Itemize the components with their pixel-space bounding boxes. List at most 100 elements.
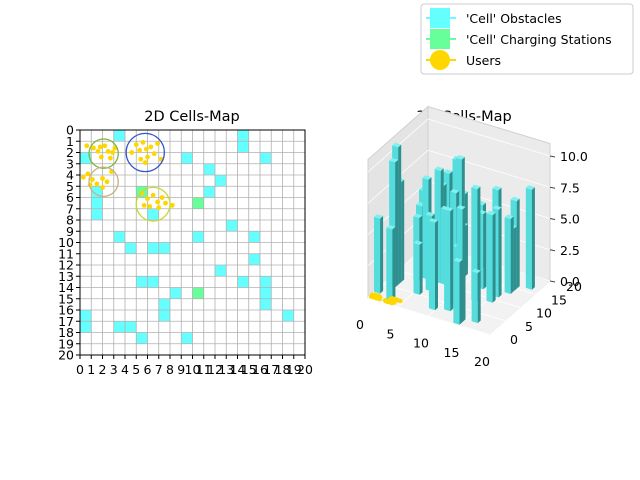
user-point-17 (145, 154, 150, 160)
bar-side (464, 223, 468, 277)
bar-side (392, 226, 396, 305)
xtick-label-18: 18 (275, 362, 291, 377)
bar-top (389, 158, 399, 163)
bar-side (492, 212, 496, 303)
xtick-label-5: 5 (132, 362, 140, 377)
ytick-label-11: 11 (58, 246, 74, 261)
building-bar-34 (428, 218, 438, 311)
user-point-31 (139, 190, 145, 196)
obstacle-cell-16 (248, 231, 260, 243)
bar-side (516, 198, 520, 289)
obstacle-cell-5 (260, 152, 272, 164)
obstacle-cell-20 (192, 231, 204, 243)
cluster-ring-3 (135, 186, 171, 222)
obstacle-cell-18 (147, 242, 159, 254)
x3d-tick-label-2: 10 (413, 336, 429, 351)
bar-top (386, 224, 396, 230)
user-point-22 (80, 174, 86, 180)
legend-charging-label: 'Cell' Charging Stations (466, 32, 612, 47)
obstacle-cell-24 (147, 276, 159, 288)
bar-side (531, 187, 535, 290)
user-point-37 (141, 202, 147, 208)
ytick-label-17: 17 (58, 314, 74, 329)
bar-top (453, 257, 463, 263)
xtick-label-7: 7 (155, 362, 163, 377)
xtick-label-14: 14 (230, 362, 246, 377)
bar-top (525, 185, 535, 190)
bar-side (395, 159, 399, 288)
bar-top (450, 189, 460, 194)
bar-front (428, 220, 435, 311)
user-point-26 (100, 175, 105, 181)
obstacle-cell-13 (147, 208, 159, 220)
bar-front (525, 187, 532, 290)
z3d-tick-label-2: 5.0 (560, 212, 580, 227)
xtick-label-20: 20 (297, 362, 313, 377)
user-point-24 (89, 177, 95, 182)
user-point-23 (85, 171, 91, 177)
bar-side (483, 211, 487, 290)
user3d-point-37 (389, 296, 395, 301)
z3d-tick-mark-0 (549, 280, 556, 283)
cluster-ring-0 (88, 138, 119, 169)
obstacle-cell-31 (158, 310, 170, 322)
obstacle-cell-0 (113, 130, 125, 142)
ytick-label-20: 20 (58, 348, 74, 363)
user-point-35 (159, 195, 165, 200)
user-point-33 (150, 192, 156, 198)
obstacle-cell-32 (282, 310, 294, 322)
obstacle-cell-2 (237, 141, 249, 153)
charging-cell-0 (192, 197, 204, 209)
user-point-0 (84, 143, 90, 149)
xtick-label-19: 19 (286, 362, 302, 377)
obstacle-cell-10 (203, 186, 215, 198)
map2d-cluster-rings (88, 132, 171, 222)
bar-top (443, 169, 453, 174)
bar-front (374, 216, 381, 294)
user-point-9 (107, 155, 113, 161)
bar-top (510, 196, 520, 202)
bar-side (435, 220, 438, 311)
bar-top (471, 184, 481, 190)
ytick-label-6: 6 (66, 190, 74, 205)
bar-top (392, 142, 402, 148)
map3d: 3D Cells-Map 05101520051015200.02.55.07.… (356, 105, 588, 369)
obstacle-cell-35 (113, 321, 125, 333)
user-point-40 (169, 202, 175, 208)
bar-side (462, 206, 466, 323)
bar-front (386, 227, 393, 305)
z3d-tick-label-3: 7.5 (560, 180, 580, 195)
legend-users-label: Users (466, 53, 501, 68)
obstacle-cell-1 (237, 130, 249, 142)
ytick-label-1: 1 (66, 134, 74, 149)
bar-front (486, 213, 493, 303)
xtick-label-1: 1 (87, 362, 95, 377)
ytick-label-18: 18 (58, 325, 74, 340)
bar-side (513, 226, 517, 292)
ytick-label-14: 14 (58, 280, 74, 295)
map2d: 2D Cells-Map 0 1 2 3 4 5 6 7 8 9 10111213141516171… (58, 109, 313, 377)
bar-top (455, 155, 465, 160)
xtick-label-17: 17 (263, 362, 279, 377)
x3d-tick-label-0: 0 (356, 317, 364, 332)
obstacle-cell-3 (80, 152, 92, 164)
building-bar-37 (386, 224, 396, 305)
ytick-label-19: 19 (58, 336, 74, 351)
map3d-users (368, 292, 403, 306)
user-point-1 (91, 145, 96, 151)
obstacle-cell-14 (226, 220, 238, 232)
building-bar-35 (471, 268, 481, 324)
xtick-label-16: 16 (252, 362, 268, 377)
building-bar-23 (486, 210, 496, 303)
obstacle-cell-17 (125, 242, 137, 254)
obstacle-cell-15 (113, 231, 125, 243)
user-point-13 (143, 146, 149, 152)
obstacle-cell-26 (260, 276, 272, 288)
x3d-tick-label-4: 20 (474, 354, 490, 369)
xtick-label-15: 15 (241, 362, 257, 377)
user-point-5 (105, 148, 111, 154)
obstacle-cell-27 (170, 287, 182, 299)
map2d-cells (80, 130, 294, 344)
